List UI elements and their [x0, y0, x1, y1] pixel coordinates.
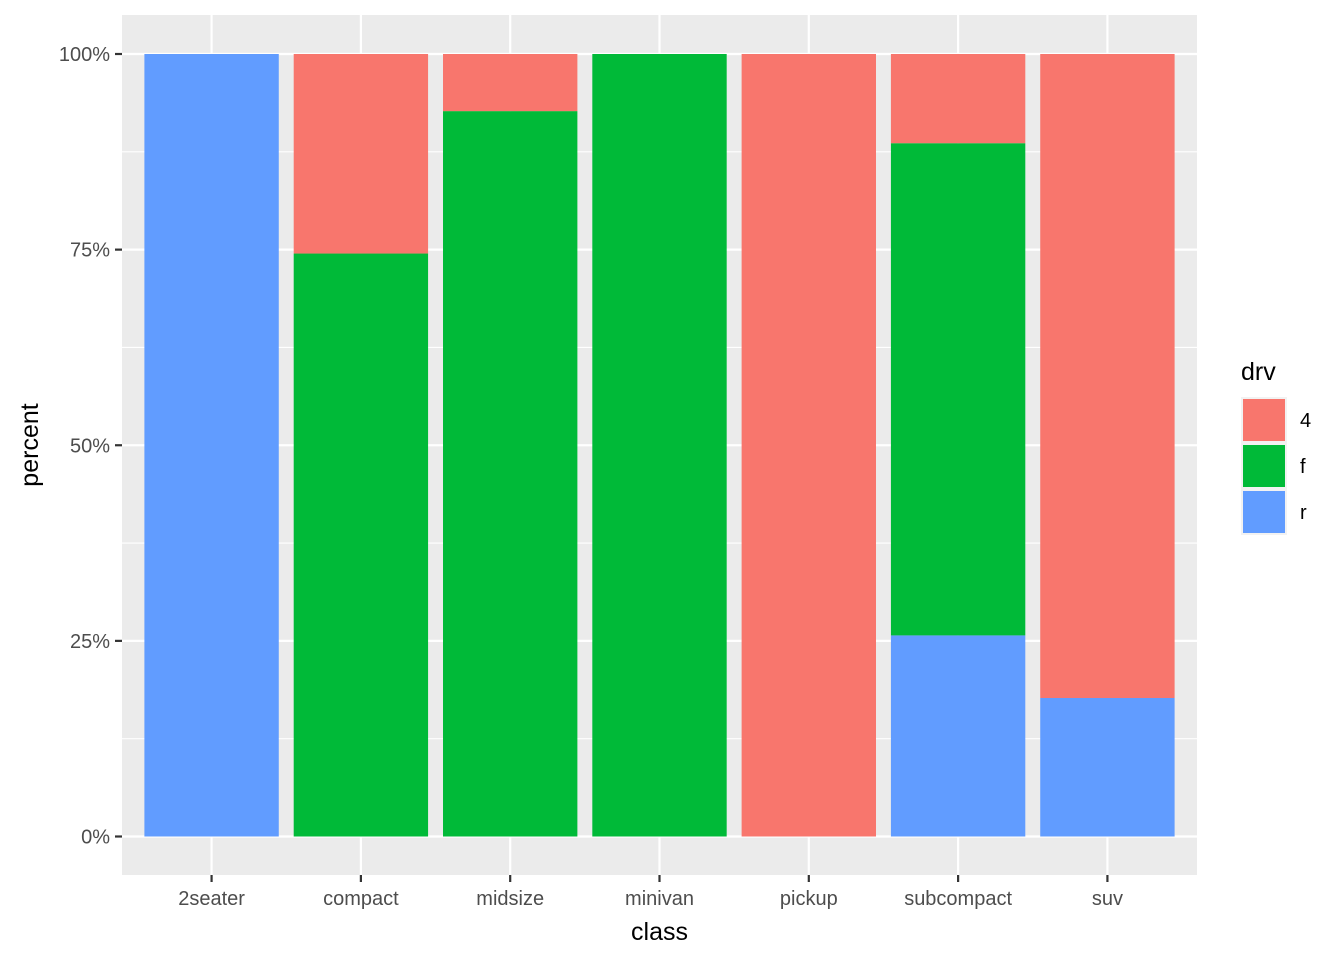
bar-segment-subcompact-r	[890, 635, 1026, 837]
bars	[144, 54, 1175, 837]
y-tick-label: 100%	[59, 44, 110, 66]
bar-segment-suv-r	[1040, 697, 1175, 837]
y-axis-title: percent	[16, 403, 44, 486]
legend-label-r: r	[1300, 502, 1307, 524]
legend: drv 4 f r	[1241, 358, 1311, 535]
legend-key-4	[1243, 399, 1285, 441]
y-tick-label: 50%	[70, 435, 110, 457]
bar-segment-compact-4	[293, 54, 429, 254]
y-axis: 0% 25% 50% 75% 100%	[59, 44, 122, 849]
bar-segment-midsize-4	[443, 54, 578, 112]
bar-segment-pickup-4	[741, 54, 876, 837]
x-axis: 2seater compact midsize minivan pickup subcom…	[178, 875, 1123, 910]
bar-segment-subcompact-f	[890, 143, 1026, 636]
legend-key-r	[1243, 491, 1285, 533]
y-tick-label: 0%	[81, 827, 110, 849]
x-tick-label-suv: suv	[1092, 888, 1123, 910]
x-tick-label-subcompact: subcompact	[904, 888, 1012, 910]
y-tick-label: 75%	[70, 240, 110, 262]
x-tick-label-midsize: midsize	[476, 888, 544, 910]
x-axis-title: class	[631, 918, 688, 946]
legend-key-f	[1243, 445, 1285, 487]
x-tick-label-2seater: 2seater	[178, 888, 245, 910]
x-tick-label-compact: compact	[323, 888, 399, 910]
bar-segment-subcompact-4	[890, 54, 1026, 144]
bar-segment-minivan-f	[592, 54, 727, 837]
x-tick-label-minivan: minivan	[625, 888, 694, 910]
bar-segment-midsize-f	[443, 111, 578, 837]
y-tick-label: 25%	[70, 631, 110, 653]
legend-label-4: 4	[1300, 410, 1311, 432]
x-tick-label-pickup: pickup	[780, 888, 838, 910]
legend-title: drv	[1241, 358, 1276, 386]
bar-segment-compact-f	[293, 253, 429, 837]
bar-segment-suv-4	[1040, 54, 1175, 698]
legend-label-f: f	[1300, 456, 1306, 478]
bar-segment-2seater-r	[144, 54, 279, 837]
